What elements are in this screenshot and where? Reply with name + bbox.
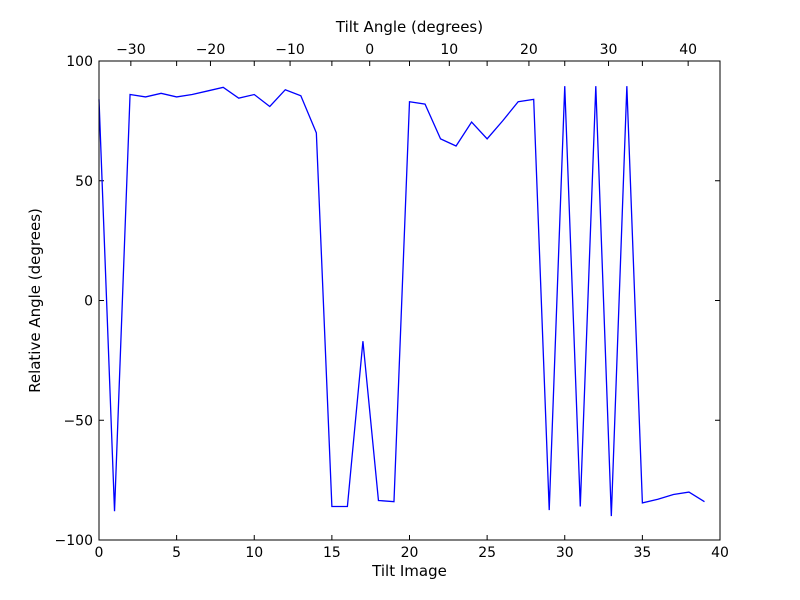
x-tick-label: 25 <box>478 545 496 561</box>
y-tick-label: 50 <box>75 174 93 190</box>
top-x-tick-label: 30 <box>600 42 618 58</box>
x-tick-label: 15 <box>323 545 341 561</box>
top-x-tick-label: −20 <box>196 42 226 58</box>
plot-frame <box>98 60 721 541</box>
y-tick-label: −50 <box>63 413 93 429</box>
x-tick-label: 0 <box>95 545 104 561</box>
x-axis-title: Tilt Image <box>371 562 447 580</box>
x-tick-label: 30 <box>556 545 574 561</box>
top-x-axis: −30 −20 −10 0 10 20 30 40 <box>116 42 697 66</box>
top-x-tick-label: 10 <box>440 42 458 58</box>
x-tick-label: 10 <box>245 545 263 561</box>
top-x-tick-label: 40 <box>679 42 697 58</box>
top-x-tick-label: −30 <box>116 42 146 58</box>
y-axis: −100 −50 0 50 100 <box>55 54 720 549</box>
y-axis-title: Relative Angle (degrees) <box>26 208 44 393</box>
top-x-tick-label: 0 <box>365 42 374 58</box>
series-line <box>98 86 705 517</box>
x-tick-label: 40 <box>711 545 729 561</box>
x-tick-label: 35 <box>633 545 651 561</box>
top-x-tick-label: 20 <box>520 42 538 58</box>
y-tick-label: −100 <box>55 533 93 549</box>
top-x-axis-title: Tilt Angle (degrees) <box>335 18 483 36</box>
top-x-tick-label: −10 <box>275 42 305 58</box>
x-tick-label: 20 <box>401 545 419 561</box>
y-tick-label: 100 <box>66 54 93 70</box>
x-tick-label: 5 <box>172 545 181 561</box>
y-tick-label: 0 <box>84 294 93 310</box>
series-layer <box>98 86 705 517</box>
bottom-x-axis: 0 5 10 15 20 25 30 35 40 <box>95 61 729 561</box>
